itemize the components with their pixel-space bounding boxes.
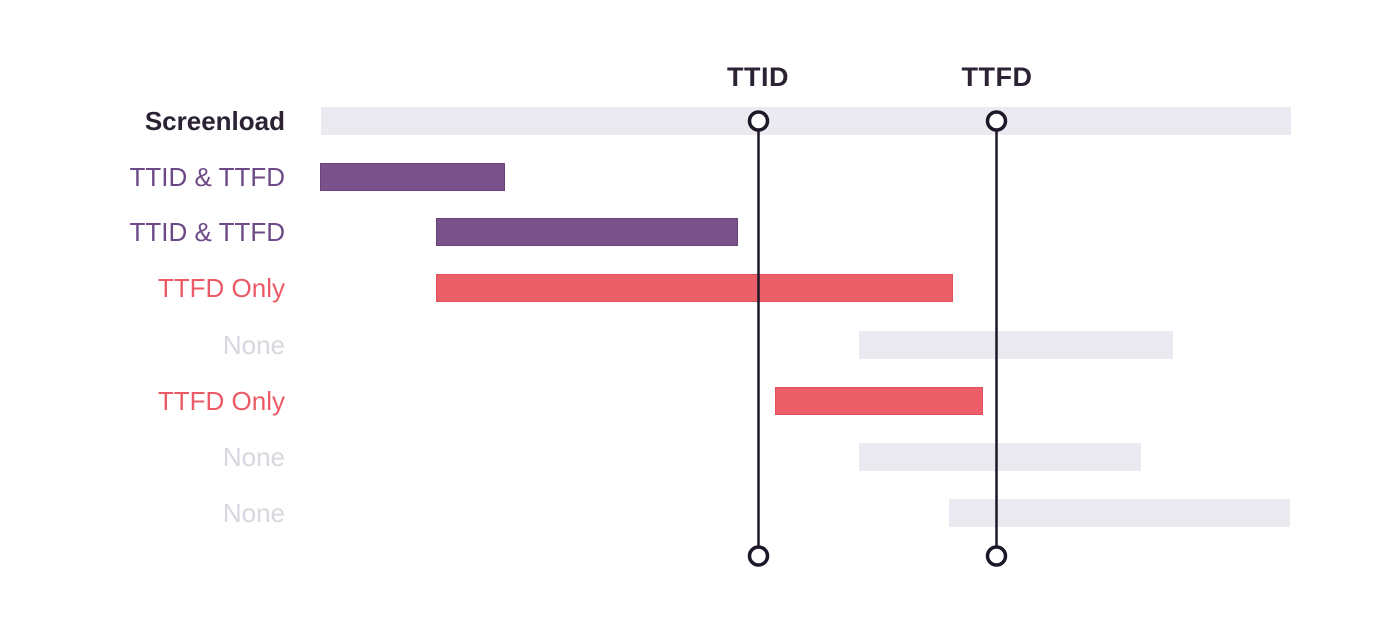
row-label-none-1: None [222,330,285,360]
ttid-bottom-circle-icon [747,545,770,567]
span-bar-ttid-ttfd-1 [320,163,505,191]
span-bar-ttfd-only-1 [436,274,953,302]
row-label-ttfd-only-1: TTFD Only [157,273,285,303]
row-label-none-3: None [222,498,285,528]
span-bar-none-3 [949,499,1290,527]
ttfd-bottom-circle-icon [985,545,1008,567]
span-bar-none-1 [859,331,1173,359]
span-bar-none-2 [859,443,1141,471]
span-bar-ttid-ttfd-2 [436,218,738,246]
row-label-none-2: None [222,442,285,472]
ttid-marker-label: TTID [727,62,789,92]
screenload-track-bar [321,107,1291,135]
row-label-ttfd-only-2: TTFD Only [157,386,285,416]
row-label-screenload: Screenload [144,106,285,136]
span-bar-ttfd-only-2 [775,387,983,415]
row-label-ttid-ttfd-1: TTID & TTFD [129,162,285,192]
row-label-ttid-ttfd-2: TTID & TTFD [129,217,285,247]
ttfd-marker-label: TTFD [961,62,1033,92]
